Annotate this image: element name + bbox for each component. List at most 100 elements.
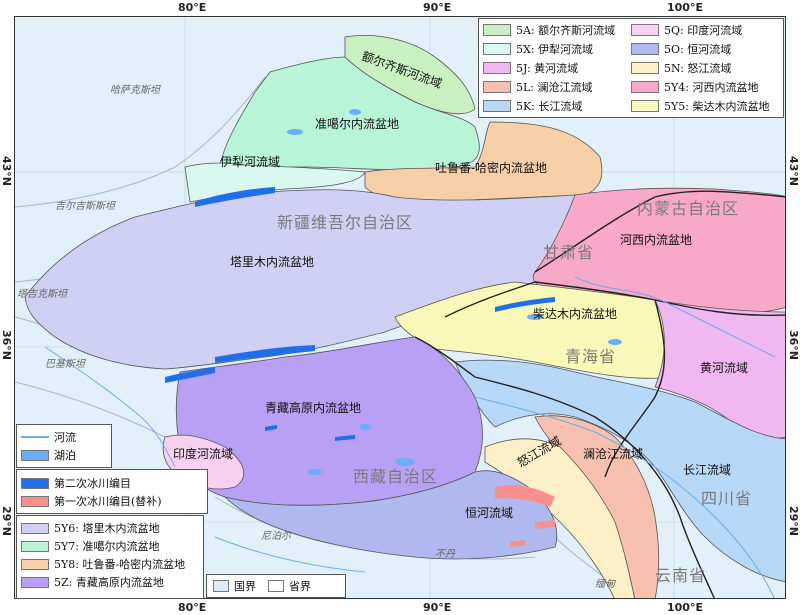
top-tick-100e: 100°E xyxy=(667,1,703,14)
endorheic-legend-item: 5Y6: 塔里木内流盆地 xyxy=(21,519,199,537)
basin-legend-label: 5L: 澜沧江流域 xyxy=(516,81,593,94)
endorheic-legend-label: 5Y8: 吐鲁番-哈密内流盆地 xyxy=(54,558,186,571)
label-kyrgyzstan: 吉尔吉斯斯坦 xyxy=(55,201,115,212)
water-legend: 河流 湖泊 xyxy=(16,424,112,468)
label-pakistan: 巴基斯坦 xyxy=(45,359,85,370)
glaciers-first-inventory xyxy=(495,485,555,547)
basin-legend-item: 5K: 长江流域 xyxy=(483,97,631,115)
label-bhutan: 不丹 xyxy=(435,549,455,560)
basin-legend-label: 5O: 恒河流域 xyxy=(664,43,732,56)
label-myanmar: 缅甸 xyxy=(595,579,615,590)
water-legend-label: 湖泊 xyxy=(54,449,76,462)
top-tick-80e: 80°E xyxy=(178,1,207,14)
basin-legend-item: 5O: 恒河流域 xyxy=(631,40,779,58)
right-tick-43n: 43°N xyxy=(787,156,800,187)
endorheic-legend-item: 5Z: 青藏高原内流盆地 xyxy=(21,573,199,591)
basin-legend-item: 5Y5: 柴达木内流盆地 xyxy=(631,97,779,115)
basin-legend-swatch xyxy=(483,100,511,112)
border-legend-item: 省界 xyxy=(268,577,311,595)
border-legend-swatch xyxy=(268,580,284,592)
label-nepal: 尼泊尔 xyxy=(261,531,291,542)
label-qinghai: 青海省 xyxy=(565,347,617,366)
label-hexi: 河西内流盆地 xyxy=(620,233,693,247)
label-sichuan: 四川省 xyxy=(701,489,753,508)
endorheic-legend-swatch xyxy=(21,558,49,570)
water-legend-swatch xyxy=(21,436,49,438)
bottom-tick-80e: 80°E xyxy=(178,601,207,614)
label-innermongolia: 内蒙古自治区 xyxy=(637,199,740,218)
basin-legend-swatch xyxy=(631,81,659,93)
basin-legend-label: 5N: 怒江流域 xyxy=(664,62,732,75)
left-tick-43n: 43°N xyxy=(0,156,13,187)
top-tick-90e: 90°E xyxy=(423,1,452,14)
label-lancang: 澜沧江流域 xyxy=(583,447,644,461)
basin-5k-yangtze xyxy=(454,359,785,583)
endorheic-legend-swatch xyxy=(21,576,49,588)
water-legend-swatch xyxy=(21,449,49,461)
glacier-legend: 第二次冰川编目第一次冰川编目(替补) xyxy=(16,469,208,514)
basin-legend-swatch xyxy=(631,62,659,74)
glacier-legend-item: 第二次冰川编目 xyxy=(21,474,203,492)
right-tick-29n: 29°N xyxy=(787,506,800,537)
label-indus: 印度河流域 xyxy=(173,447,234,461)
rivers xyxy=(44,276,776,598)
border-legend-label: 省界 xyxy=(289,580,311,593)
basin-legend-label: 5X: 伊犁河流域 xyxy=(516,43,594,56)
basin-legend: 5A: 额尔齐斯河流域 5Q: 印度河流域 5X: 伊犁河流域 5O: 恒河流域 5J:… xyxy=(478,18,784,118)
glacier-legend-item: 第一次冰川编目(替补) xyxy=(21,492,203,510)
label-qaidam: 柴达木内流盆地 xyxy=(533,307,618,321)
basin-legend-label: 5A: 额尔齐斯河流域 xyxy=(516,24,616,37)
basin-legend-item: 5Y4: 河西内流盆地 xyxy=(631,78,779,96)
lakes xyxy=(287,109,622,475)
basin-legend-item: 5Q: 印度河流域 xyxy=(631,21,779,39)
glacier-legend-swatch xyxy=(21,495,49,507)
label-tajikistan: 塔吉克斯坦 xyxy=(17,289,67,300)
label-turpan: 吐鲁番-哈密内流盆地 xyxy=(435,161,548,175)
water-legend-item: 湖泊 xyxy=(21,446,107,464)
label-xinjiang: 新疆维吾尔自治区 xyxy=(277,213,414,232)
basin-legend-item: 5J: 黄河流域 xyxy=(483,59,631,77)
endorheic-legend-item: 5Y8: 吐鲁番-哈密内流盆地 xyxy=(21,555,199,573)
basin-legend-swatch xyxy=(483,81,511,93)
basin-legend-label: 5Y5: 柴达木内流盆地 xyxy=(664,100,770,113)
basin-legend-item: 5X: 伊犁河流域 xyxy=(483,40,631,58)
label-ganges: 恒河流域 xyxy=(465,506,514,520)
endorheic-legend-swatch xyxy=(21,522,49,534)
basin-legend-label: 5K: 长江流域 xyxy=(516,100,583,113)
basin-legend-swatch xyxy=(631,24,659,36)
glacier-legend-swatch xyxy=(21,477,49,489)
glaciers-second-inventory xyxy=(165,187,555,441)
right-tick-36n: 36°N xyxy=(787,330,800,361)
label-junggar: 准噶尔内流盆地 xyxy=(315,117,400,131)
basin-legend-label: 5J: 黄河流域 xyxy=(516,62,579,75)
endorheic-legend: 5Y6: 塔里木内流盆地 5Y7: 准噶尔内流盆地 5Y8: 吐鲁番-哈密内流盆地 5… xyxy=(16,515,204,599)
label-tibet: 西藏自治区 xyxy=(353,467,439,486)
border-legend: 国界 省界 xyxy=(206,574,346,598)
basin-legend-swatch xyxy=(631,100,659,112)
bottom-tick-100e: 100°E xyxy=(667,601,703,614)
bottom-tick-90e: 90°E xyxy=(423,601,452,614)
border-legend-item: 国界 xyxy=(213,577,256,595)
basin-legend-label: 5Q: 印度河流域 xyxy=(664,24,743,37)
label-ili: 伊犁河流域 xyxy=(220,155,281,169)
basin-legend-item: 5A: 额尔齐斯河流域 xyxy=(483,21,631,39)
endorheic-legend-label: 5Z: 青藏高原内流盆地 xyxy=(54,576,164,589)
label-kazakhstan: 哈萨克斯坦 xyxy=(110,85,160,96)
basin-legend-swatch xyxy=(483,43,511,55)
label-tarim: 塔里木内流盆地 xyxy=(230,255,315,269)
border-legend-swatch xyxy=(213,580,229,592)
label-yunnan: 云南省 xyxy=(655,566,707,585)
endorheic-legend-label: 5Y6: 塔里木内流盆地 xyxy=(54,522,160,535)
border-legend-label: 国界 xyxy=(234,580,256,593)
endorheic-legend-label: 5Y7: 准噶尔内流盆地 xyxy=(54,540,160,553)
basin-legend-item: 5L: 澜沧江流域 xyxy=(483,78,631,96)
basin-legend-swatch xyxy=(631,43,659,55)
label-gansu: 甘肃省 xyxy=(543,243,595,262)
left-tick-36n: 36°N xyxy=(0,330,13,361)
glacier-legend-label: 第二次冰川编目 xyxy=(54,477,131,490)
endorheic-legend-item: 5Y7: 准噶尔内流盆地 xyxy=(21,537,199,555)
water-legend-item: 河流 xyxy=(21,428,107,446)
label-tibetplateau: 青藏高原内流盆地 xyxy=(265,401,362,415)
basin-legend-label: 5Y4: 河西内流盆地 xyxy=(664,81,759,94)
basin-legend-item: 5N: 怒江流域 xyxy=(631,59,779,77)
